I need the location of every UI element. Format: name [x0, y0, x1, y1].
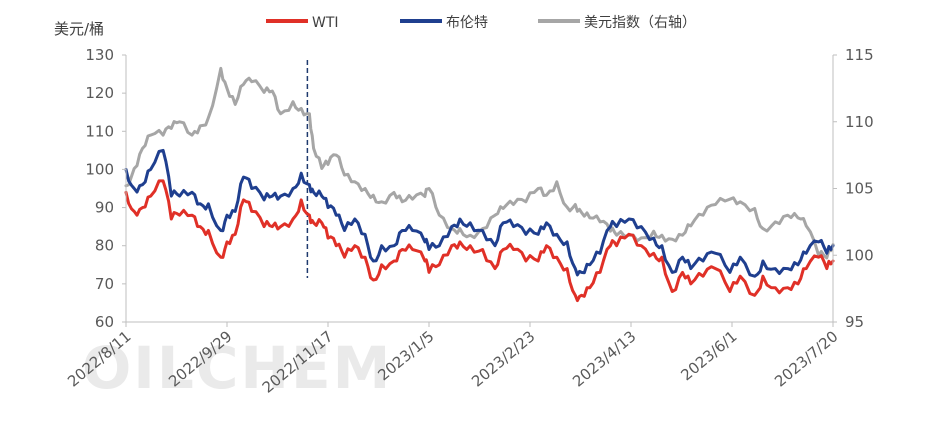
y-left-unit-label: 美元/桶	[54, 20, 104, 38]
y-right-tick-label: 105	[845, 180, 874, 198]
y-right-tick-label: 100	[845, 246, 874, 264]
x-tick-label: 2023/6/1	[677, 327, 740, 384]
y-left-tick-label: 90	[95, 199, 114, 217]
y-left-tick-label: 70	[95, 275, 114, 293]
y-right-tick-label: 115	[845, 46, 874, 64]
series-line-wti	[124, 179, 835, 303]
y-right-tick-label: 110	[845, 113, 874, 131]
y-left-tick-label: 60	[95, 313, 114, 331]
y-right-tick-label: 95	[845, 313, 864, 331]
legend-label-wti: WTI	[312, 15, 339, 31]
y-left-tick-label: 80	[95, 237, 114, 255]
x-tick-label: 2023/2/23	[468, 327, 538, 390]
legend-label-brent: 布伦特	[446, 15, 488, 31]
series-line-brent	[124, 148, 835, 278]
y-left-tick-label: 100	[85, 160, 114, 178]
y-left-tick-label: 130	[85, 46, 114, 64]
watermark-text: OILCHEM	[82, 334, 392, 402]
legend-label-usd-index: 美元指数（右轴）	[584, 15, 696, 31]
series-line-usd-index	[124, 66, 835, 260]
x-tick-label: 2023/4/13	[569, 327, 639, 390]
x-tick-label: 2023/7/20	[771, 327, 841, 390]
y-left-tick-label: 120	[85, 84, 114, 102]
y-left-tick-label: 110	[85, 122, 114, 140]
